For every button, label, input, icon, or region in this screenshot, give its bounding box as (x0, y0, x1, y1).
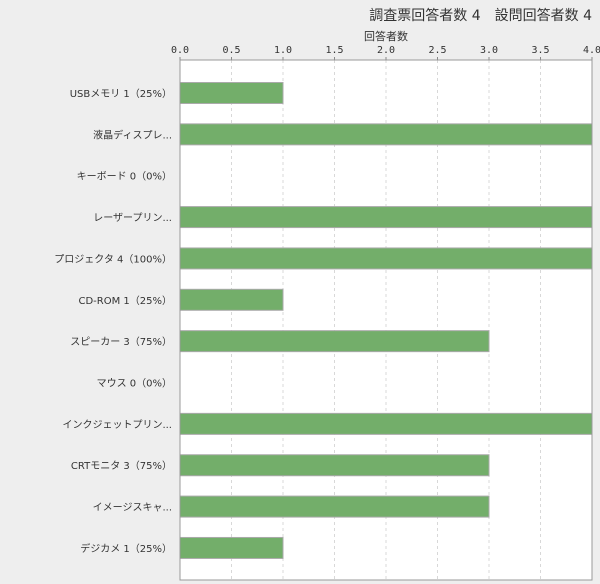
bar (179, 536, 284, 559)
x-tick-label: 2.5 (428, 45, 446, 56)
category-label: CD-ROM 1（25%） (78, 295, 172, 307)
bar (179, 330, 490, 353)
x-tick-label: 4.0 (583, 45, 600, 56)
x-tick-label: 0.5 (222, 45, 240, 56)
category-label: デジカメ 1（25%） (80, 542, 172, 555)
bar (179, 123, 593, 146)
x-axis-label: 回答者数 (364, 29, 408, 43)
category-label: スピーカー 3（75%） (70, 336, 172, 348)
category-label: 液晶ディスプレ... (93, 128, 172, 141)
category-label: イメージスキャ... (93, 503, 172, 514)
x-tick-label: 3.0 (480, 45, 498, 56)
bar (179, 412, 593, 435)
plot-border (179, 59, 593, 581)
category-label: レーザープリン... (93, 212, 172, 224)
category-label: キーボード 0（0%） (77, 171, 172, 183)
x-tick-label: 2.0 (377, 45, 395, 56)
category-label: USBメモリ 1（25%） (70, 88, 172, 100)
x-tick-label: 3.5 (531, 45, 549, 56)
bar (179, 454, 490, 477)
category-label: インクジェットプリン... (62, 419, 172, 431)
bar (179, 206, 593, 229)
x-tick-label: 0.0 (171, 45, 189, 56)
category-label: CRTモニタ 3（75%） (71, 460, 172, 472)
chart-title: 調査票回答者数 4 設問回答者数 4 (369, 8, 592, 24)
x-tick-label: 1.5 (325, 45, 343, 56)
x-tick-label: 1.0 (274, 45, 292, 56)
bar (179, 247, 593, 270)
bar (179, 495, 490, 518)
bar (179, 82, 284, 104)
bar (179, 288, 284, 311)
category-label: プロジェクタ 4（100%） (54, 253, 172, 265)
category-label: マウス 0（0%） (97, 378, 172, 390)
